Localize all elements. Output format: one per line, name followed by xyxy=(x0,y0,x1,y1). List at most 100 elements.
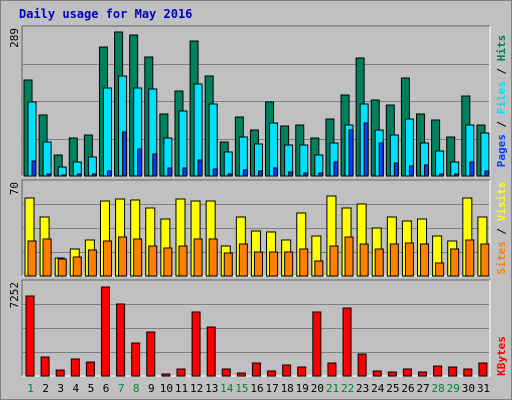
bar-sites-day-10 xyxy=(163,247,173,277)
bar-pages-day-12 xyxy=(197,159,203,177)
bar-kbytes-day-30 xyxy=(463,368,473,377)
bar-sites-day-21 xyxy=(329,245,339,277)
bar-pages-day-11 xyxy=(182,167,188,177)
bar-kbytes-day-3 xyxy=(55,369,65,377)
bar-kbytes-day-1 xyxy=(25,295,35,377)
bar-kbytes-day-18 xyxy=(282,364,292,377)
x-axis-label-day-29: 29 xyxy=(447,382,460,395)
bar-kbytes-day-5 xyxy=(85,361,95,377)
x-axis-label-day-30: 30 xyxy=(462,382,475,395)
x-axis-label-day-25: 25 xyxy=(386,382,399,395)
visits-sites-ymax-label: 70 xyxy=(8,182,21,195)
bar-kbytes-day-27 xyxy=(418,371,428,377)
bar-files-day-19 xyxy=(299,144,309,177)
x-axis-label-day-10: 10 xyxy=(160,382,173,395)
x-axis-label-day-5: 5 xyxy=(88,382,95,395)
hits-files-pages-legend-separator-1: / xyxy=(495,114,508,134)
hits-files-pages-legend-separator-2: / xyxy=(495,61,508,81)
bar-kbytes-day-17 xyxy=(267,370,277,377)
bar-sites-day-29 xyxy=(450,248,460,277)
bar-pages-day-23 xyxy=(363,122,369,177)
legend-sites: Sites xyxy=(495,241,508,274)
bar-sites-day-15 xyxy=(238,243,248,277)
bar-pages-day-4 xyxy=(76,173,82,177)
kbytes-legend: KBytes xyxy=(495,336,508,376)
bar-pages-day-29 xyxy=(454,173,460,177)
x-axis-label-day-1: 1 xyxy=(27,382,34,395)
bar-kbytes-day-13 xyxy=(206,326,216,377)
x-axis-label-day-16: 16 xyxy=(250,382,263,395)
bar-pages-day-20 xyxy=(318,172,324,177)
bar-files-day-14 xyxy=(223,151,233,177)
x-axis-label-day-6: 6 xyxy=(103,382,110,395)
bar-files-day-6 xyxy=(102,87,112,177)
bar-sites-day-3 xyxy=(57,258,67,277)
bar-sites-day-30 xyxy=(465,239,475,277)
visits-sites-legend: Sites / Visits xyxy=(495,182,508,275)
bar-pages-day-18 xyxy=(288,171,294,177)
bar-sites-day-6 xyxy=(102,240,112,277)
bar-sites-day-17 xyxy=(269,251,279,277)
bar-files-day-31 xyxy=(480,132,490,177)
x-axis-label-day-26: 26 xyxy=(401,382,414,395)
bar-pages-day-27 xyxy=(424,164,430,177)
bar-pages-day-6 xyxy=(106,170,112,177)
bar-kbytes-day-12 xyxy=(191,311,201,377)
x-axis-label-day-18: 18 xyxy=(281,382,294,395)
bar-files-day-28 xyxy=(435,150,445,177)
x-axis-label-day-12: 12 xyxy=(190,382,203,395)
legend-files: Files xyxy=(495,81,508,114)
bar-sites-day-19 xyxy=(299,248,309,277)
x-axis-label-day-31: 31 xyxy=(477,382,490,395)
bar-kbytes-day-19 xyxy=(297,366,307,377)
bar-files-day-2 xyxy=(42,141,52,177)
bar-sites-day-25 xyxy=(389,243,399,277)
bar-kbytes-day-31 xyxy=(478,362,488,377)
bar-pages-day-22 xyxy=(348,129,354,177)
bar-sites-day-18 xyxy=(284,251,294,277)
bar-pages-day-13 xyxy=(212,168,218,177)
x-axis-label-day-21: 21 xyxy=(326,382,339,395)
x-axis-label-day-8: 8 xyxy=(133,382,140,395)
bar-kbytes-day-2 xyxy=(40,356,50,377)
bar-kbytes-day-23 xyxy=(357,353,367,377)
x-axis-label-day-14: 14 xyxy=(220,382,234,395)
bar-kbytes-day-24 xyxy=(372,370,382,377)
bar-pages-day-5 xyxy=(91,173,97,177)
bar-kbytes-day-22 xyxy=(342,307,352,377)
x-axis-label-day-9: 9 xyxy=(148,382,155,395)
bar-kbytes-day-6 xyxy=(100,286,110,377)
bar-kbytes-day-15 xyxy=(236,372,246,377)
bar-sites-day-1 xyxy=(27,240,37,277)
bar-pages-day-21 xyxy=(333,161,339,177)
kbytes-ymax-label: 7252 xyxy=(8,282,21,309)
bar-sites-day-27 xyxy=(420,243,430,277)
bar-pages-day-26 xyxy=(408,165,414,177)
x-axis-label-day-20: 20 xyxy=(311,382,324,395)
bar-pages-day-7 xyxy=(122,131,128,177)
bar-pages-day-17 xyxy=(273,167,279,177)
bar-kbytes-day-28 xyxy=(433,365,443,377)
legend-pages: Pages xyxy=(495,134,508,167)
bar-sites-day-28 xyxy=(435,262,445,277)
bar-sites-day-2 xyxy=(42,238,52,277)
chart-title: Daily usage for May 2016 xyxy=(19,7,192,21)
x-axis-label-day-15: 15 xyxy=(235,382,248,395)
bar-pages-day-15 xyxy=(242,169,248,177)
hits-files-pages-legend: Pages / Files / Hits xyxy=(495,35,508,168)
bar-kbytes-day-29 xyxy=(448,366,458,377)
bar-kbytes-day-14 xyxy=(221,368,231,377)
bar-pages-day-25 xyxy=(393,162,399,177)
bar-sites-day-4 xyxy=(72,256,82,277)
visits-sites-legend-separator-1: / xyxy=(495,221,508,241)
bar-sites-day-7 xyxy=(118,236,128,277)
bar-pages-day-28 xyxy=(439,173,445,177)
bar-pages-day-24 xyxy=(378,142,384,177)
x-axis-label-day-3: 3 xyxy=(57,382,64,395)
legend-hits: Hits xyxy=(495,35,508,62)
bar-kbytes-day-7 xyxy=(116,303,126,377)
bar-pages-day-31 xyxy=(484,170,490,177)
bar-sites-day-5 xyxy=(87,249,97,277)
bar-sites-day-26 xyxy=(404,242,414,277)
